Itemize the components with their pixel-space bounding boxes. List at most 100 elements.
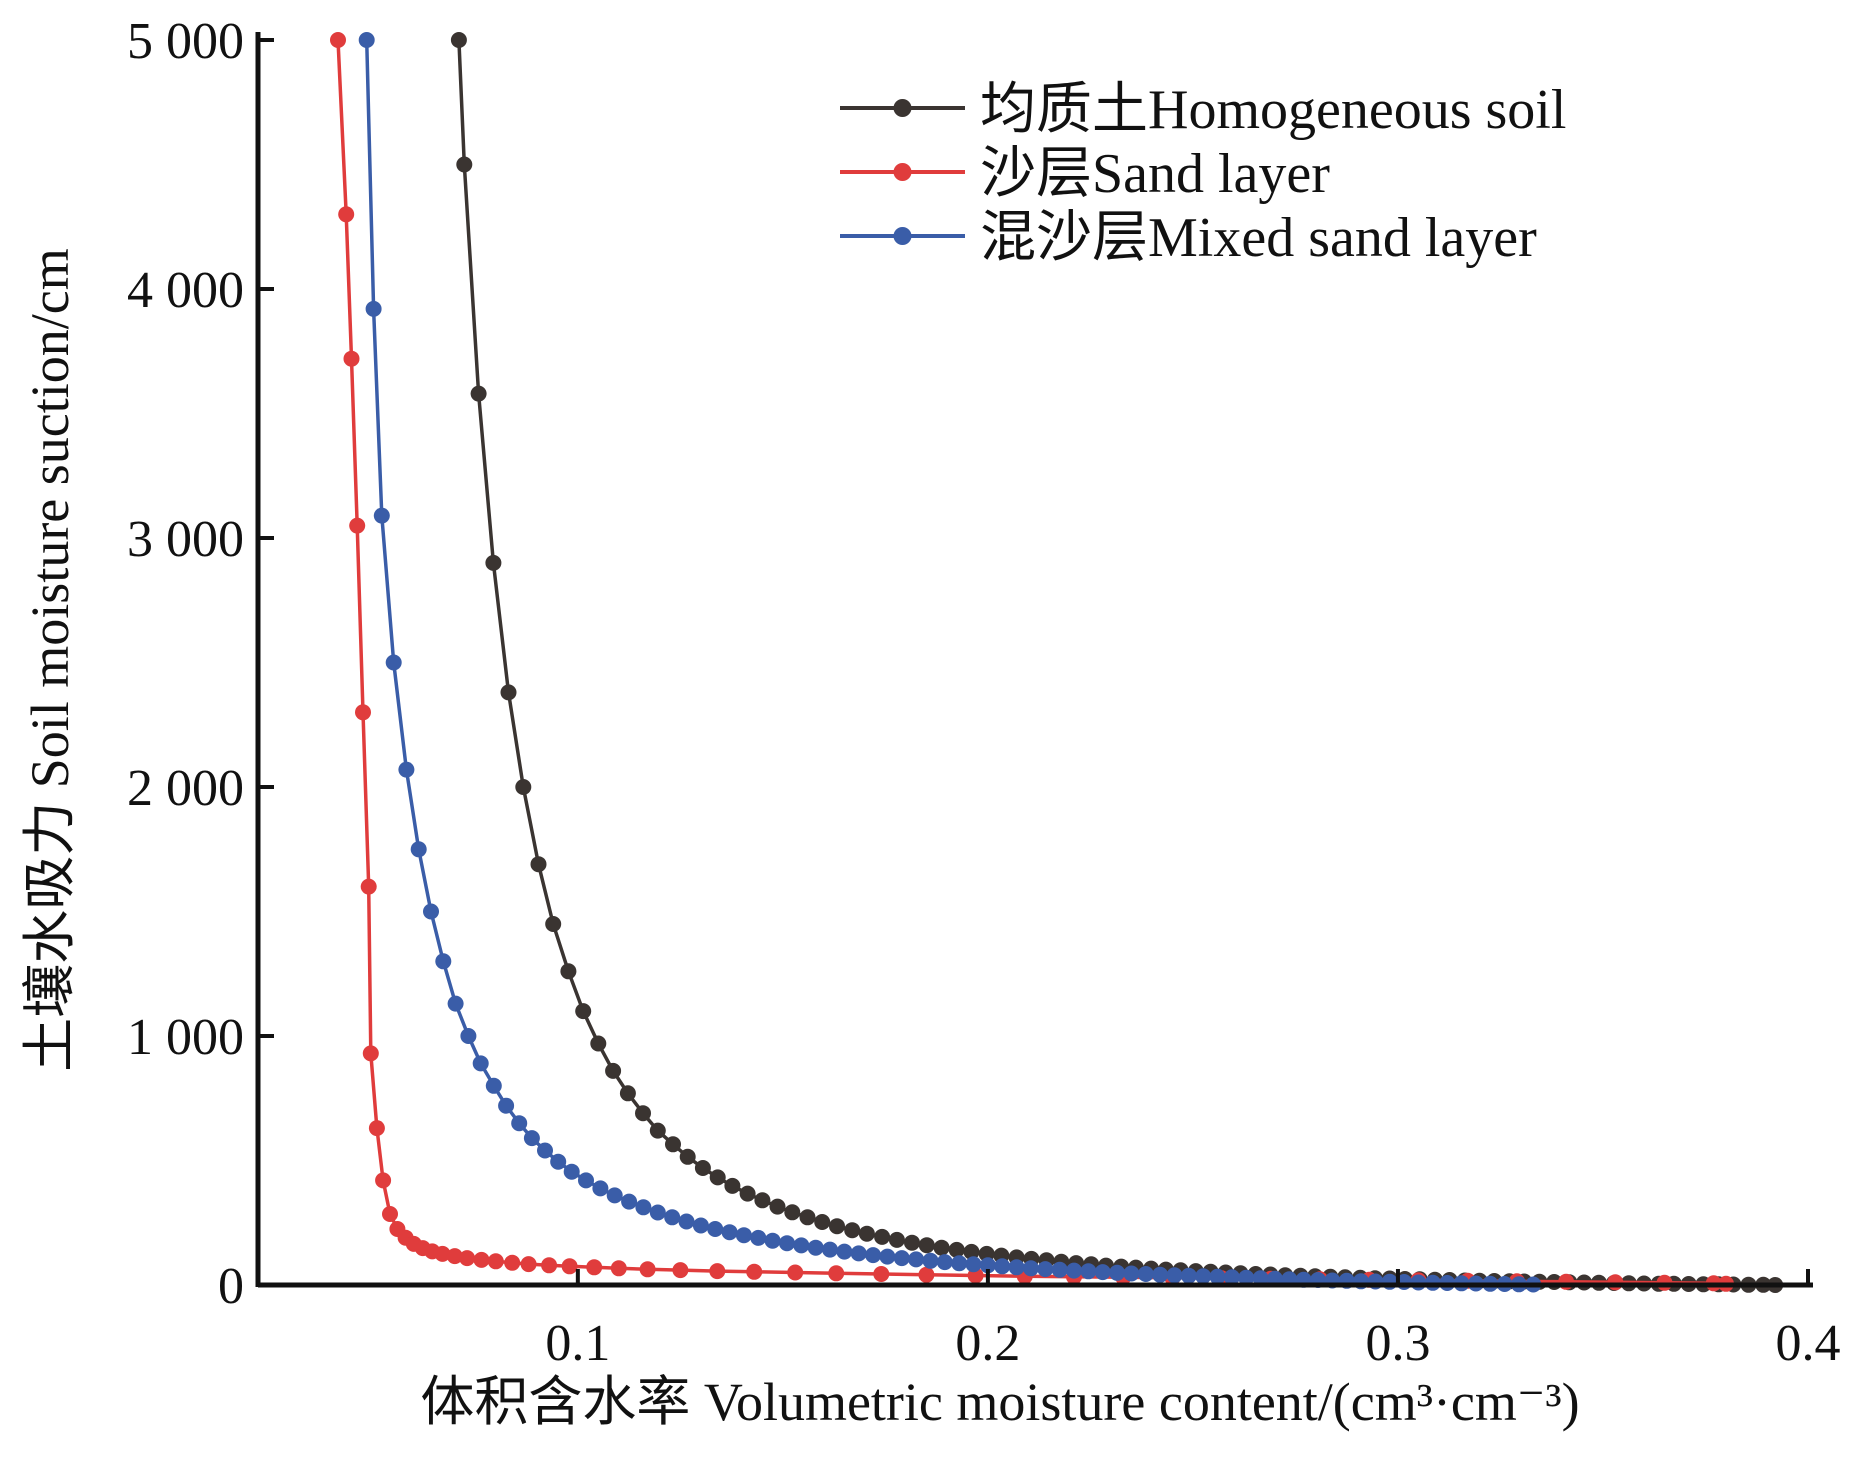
data-point [793, 1237, 810, 1254]
data-point [473, 1251, 490, 1268]
data-point [1180, 1267, 1197, 1284]
data-point [435, 953, 452, 970]
data-point [358, 32, 375, 48]
x-tick-label: 0.1 [545, 1315, 610, 1372]
data-point [1137, 1266, 1154, 1282]
y-tick-label: 5 000 [127, 13, 244, 70]
data-point [520, 1256, 537, 1273]
data-point [373, 507, 390, 524]
data-point [575, 1003, 592, 1020]
data-point [858, 1225, 875, 1242]
data-point [784, 1204, 801, 1221]
data-point [746, 1263, 763, 1280]
data-point [1109, 1264, 1126, 1281]
data-point [470, 385, 487, 402]
data-point [692, 1217, 709, 1234]
data-point [664, 1209, 681, 1226]
data-point [330, 32, 346, 48]
legend-label: 混沙层Mixed sand layer [980, 207, 1537, 269]
data-point [472, 1055, 489, 1072]
data-point [721, 1224, 738, 1241]
data-point [933, 1239, 950, 1256]
x-tick-label: 0.4 [1776, 1315, 1841, 1372]
data-point [649, 1122, 666, 1139]
data-point [1209, 1268, 1226, 1285]
data-point [511, 1115, 528, 1132]
legend-label: 沙层Sand layer [980, 143, 1330, 205]
y-tick-label: 0 [218, 1258, 244, 1315]
data-point [610, 1260, 627, 1277]
data-point [635, 1199, 652, 1216]
data-point [672, 1262, 689, 1279]
data-point [410, 841, 427, 858]
data-point [1094, 1264, 1111, 1281]
data-point [888, 1231, 905, 1248]
data-point [735, 1227, 752, 1244]
data-point [1607, 1274, 1624, 1291]
data-point [560, 963, 577, 980]
data-point [678, 1213, 695, 1230]
y-tick-label: 2 000 [127, 760, 244, 817]
data-point [368, 1120, 385, 1137]
data-point [814, 1214, 831, 1230]
data-point [965, 1256, 982, 1273]
data-point [1123, 1265, 1140, 1282]
legend-swatch-marker [893, 227, 912, 245]
data-point [1152, 1266, 1169, 1283]
legend-swatch-marker [893, 163, 912, 181]
data-point [665, 1136, 681, 1153]
data-point [873, 1266, 890, 1282]
data-point [1051, 1261, 1068, 1278]
data-point [447, 995, 464, 1012]
data-point [355, 704, 371, 721]
data-point [1037, 1261, 1054, 1278]
tick-layer: 0.1 0.2 0.3 0.4 0 1 000 2 000 3 000 4 000 5 000 [127, 13, 1841, 1372]
data-point [343, 350, 360, 367]
data-point [398, 761, 415, 778]
legend-item: 沙层Sand layer [840, 143, 1330, 205]
data-point [1195, 1268, 1212, 1285]
data-point [850, 1245, 867, 1262]
data-point [764, 1232, 781, 1249]
data-point [739, 1185, 756, 1202]
data-point [979, 1257, 996, 1274]
data-point [904, 1234, 920, 1251]
data-point [922, 1252, 939, 1269]
data-point [423, 903, 439, 920]
data-point [635, 1105, 651, 1122]
data-point [504, 1254, 521, 1271]
data-point [1223, 1269, 1240, 1286]
y-axis-title: 土壤水吸力 Soil moisture suction/cm [20, 248, 80, 1071]
data-point [948, 1241, 965, 1258]
data-point [360, 878, 377, 895]
data-point [1238, 1269, 1255, 1286]
data-point [498, 1097, 515, 1114]
data-point [523, 1130, 540, 1147]
data-point [446, 1248, 463, 1265]
data-point [874, 1228, 891, 1245]
data-point [515, 779, 532, 795]
data-point [807, 1239, 824, 1256]
data-point [541, 1257, 558, 1274]
data-point [586, 1259, 603, 1276]
data-point [530, 856, 547, 873]
data-point [951, 1255, 968, 1272]
data-point [1066, 1262, 1082, 1279]
data-point [1022, 1260, 1039, 1277]
data-point [605, 1062, 622, 1079]
data-point [1252, 1270, 1269, 1287]
legend-swatch-marker [893, 99, 912, 117]
data-point [639, 1261, 656, 1278]
data-point [844, 1222, 861, 1239]
data-point [338, 206, 355, 223]
data-point [606, 1187, 623, 1204]
data-point [707, 1221, 724, 1237]
data-point [434, 1245, 451, 1262]
data-point [537, 1142, 553, 1159]
data-point [918, 1237, 935, 1254]
y-tick-label: 3 000 [127, 511, 244, 568]
data-point [709, 1263, 726, 1280]
data-point [1008, 1259, 1025, 1276]
x-tick-label: 0.3 [1365, 1315, 1430, 1372]
